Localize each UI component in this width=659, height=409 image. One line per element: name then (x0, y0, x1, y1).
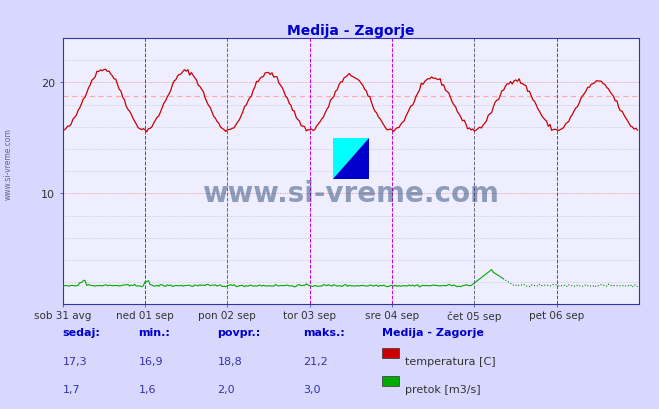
Polygon shape (333, 139, 369, 180)
Text: 21,2: 21,2 (303, 356, 328, 366)
Text: 17,3: 17,3 (63, 356, 87, 366)
Text: povpr.:: povpr.: (217, 327, 261, 337)
Text: temperatura [C]: temperatura [C] (405, 356, 496, 366)
Text: 2,0: 2,0 (217, 384, 235, 394)
Text: www.si-vreme.com: www.si-vreme.com (202, 179, 500, 207)
Text: sedaj:: sedaj: (63, 327, 100, 337)
Text: maks.:: maks.: (303, 327, 345, 337)
Text: 18,8: 18,8 (217, 356, 243, 366)
Text: 3,0: 3,0 (303, 384, 321, 394)
Title: Medija - Zagorje: Medija - Zagorje (287, 24, 415, 38)
Text: 16,9: 16,9 (138, 356, 163, 366)
Text: 1,7: 1,7 (63, 384, 80, 394)
Text: min.:: min.: (138, 327, 170, 337)
Polygon shape (333, 139, 369, 180)
Polygon shape (333, 139, 369, 180)
Text: pretok [m3/s]: pretok [m3/s] (405, 384, 481, 394)
Text: Medija - Zagorje: Medija - Zagorje (382, 327, 484, 337)
Text: www.si-vreme.com: www.si-vreme.com (3, 128, 13, 200)
Text: 1,6: 1,6 (138, 384, 156, 394)
